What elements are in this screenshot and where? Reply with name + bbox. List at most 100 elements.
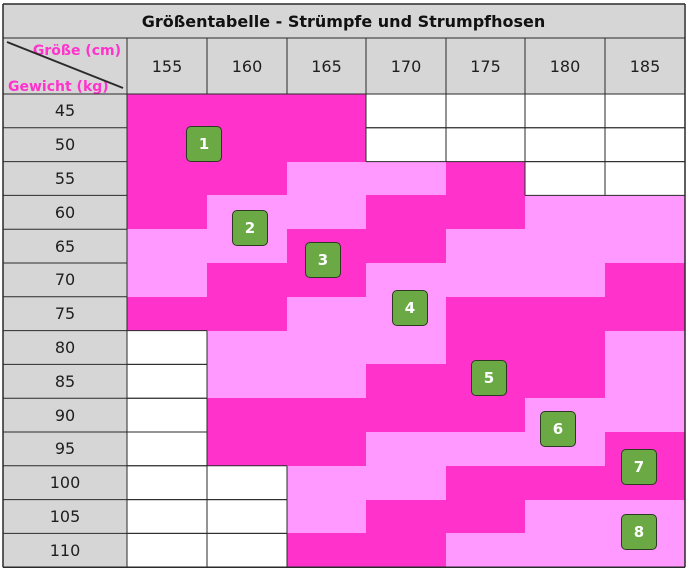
size-badge-7: 7	[621, 449, 657, 485]
size-cell-75-175	[446, 296, 525, 332]
size-cell-80-165	[287, 330, 366, 365]
size-cell-70-180	[525, 263, 605, 298]
size-cell-60-155	[127, 195, 207, 230]
size-cell-55-175	[446, 161, 525, 196]
weight-header-60: 60	[3, 195, 127, 230]
size-badge-3: 3	[305, 242, 341, 278]
size-cell-75-185	[605, 296, 685, 332]
size-cell-95-160	[207, 432, 287, 467]
size-cell-100-175	[446, 465, 525, 501]
height-header-175: 175	[446, 38, 525, 94]
size-cell-65-155	[127, 229, 207, 264]
height-header-165: 165	[287, 38, 366, 94]
weight-header-90: 90	[3, 398, 127, 432]
size-cell-105-155	[127, 499, 207, 534]
size-cell-60-180	[525, 195, 605, 230]
size-cell-60-165	[287, 195, 366, 230]
size-badge-4: 4	[392, 290, 428, 326]
height-header-155: 155	[127, 38, 207, 94]
size-cell-85-185	[605, 364, 685, 399]
size-cell-95-165	[287, 432, 366, 467]
size-cell-105-165	[287, 499, 366, 534]
size-cell-80-185	[605, 330, 685, 365]
size-cell-55-160	[207, 161, 287, 196]
size-cell-65-180	[525, 229, 605, 264]
size-cell-80-180	[525, 330, 605, 365]
height-header-170: 170	[366, 38, 446, 94]
weight-header-100: 100	[3, 465, 127, 500]
size-cell-70-175	[446, 263, 525, 298]
weight-header-65: 65	[3, 229, 127, 263]
size-cell-55-170	[366, 161, 446, 196]
size-cell-45-160	[207, 94, 287, 129]
size-cell-70-155	[127, 263, 207, 298]
size-cell-90-165	[287, 398, 366, 433]
size-cell-80-160	[207, 330, 287, 365]
size-cell-45-165	[287, 94, 366, 129]
size-cell-50-165	[287, 127, 366, 163]
size-cell-70-160	[207, 263, 287, 298]
size-cell-85-170	[366, 364, 446, 399]
size-cell-75-160	[207, 296, 287, 332]
height-header-180: 180	[525, 38, 605, 94]
size-cell-85-165	[287, 364, 366, 399]
size-cell-45-185	[605, 94, 685, 129]
size-cell-55-155	[127, 161, 207, 196]
size-cell-50-175	[446, 127, 525, 163]
size-cell-75-180	[525, 296, 605, 332]
weight-header-85: 85	[3, 364, 127, 399]
size-cell-110-155	[127, 533, 207, 568]
weight-header-70: 70	[3, 263, 127, 297]
size-cell-85-160	[207, 364, 287, 399]
size-cell-50-185	[605, 127, 685, 163]
size-badge-6: 6	[540, 411, 576, 447]
size-cell-45-155	[127, 94, 207, 129]
weight-axis-label: Gewicht (kg)	[8, 79, 109, 95]
weight-header-110: 110	[3, 533, 127, 568]
size-cell-80-175	[446, 330, 525, 365]
size-cell-95-170	[366, 432, 446, 467]
size-badge-2: 2	[232, 210, 268, 246]
size-cell-100-170	[366, 465, 446, 501]
size-cell-105-175	[446, 499, 525, 534]
size-cell-110-160	[207, 533, 287, 568]
size-cell-80-155	[127, 330, 207, 365]
size-cell-90-160	[207, 398, 287, 433]
size-cell-50-170	[366, 127, 446, 163]
weight-header-95: 95	[3, 432, 127, 466]
size-cell-75-155	[127, 296, 207, 332]
height-header-160: 160	[207, 38, 287, 94]
weight-header-50: 50	[3, 127, 127, 162]
size-cell-95-175	[446, 432, 525, 467]
size-cell-60-185	[605, 195, 685, 230]
size-cell-65-170	[366, 229, 446, 264]
size-cell-45-170	[366, 94, 446, 129]
size-cell-105-180	[525, 499, 605, 534]
size-cell-110-170	[366, 533, 446, 568]
size-cell-100-160	[207, 465, 287, 501]
size-cell-65-185	[605, 229, 685, 264]
size-badge-1: 1	[186, 126, 222, 162]
size-cell-60-175	[446, 195, 525, 230]
size-cell-80-170	[366, 330, 446, 365]
size-cell-110-175	[446, 533, 525, 568]
size-cell-110-165	[287, 533, 366, 568]
size-cell-90-185	[605, 398, 685, 433]
size-cell-100-165	[287, 465, 366, 501]
size-cell-50-180	[525, 127, 605, 163]
size-badge-5: 5	[471, 360, 507, 396]
height-header-185: 185	[605, 38, 685, 94]
weight-header-80: 80	[3, 330, 127, 365]
size-cell-45-175	[446, 94, 525, 129]
size-cell-100-180	[525, 465, 605, 501]
size-cell-105-160	[207, 499, 287, 534]
size-cell-55-180	[525, 161, 605, 196]
size-cell-75-165	[287, 296, 366, 332]
size-axis-label: Größe (cm)	[32, 43, 121, 59]
size-cell-55-185	[605, 161, 685, 196]
size-cell-45-180	[525, 94, 605, 129]
corner-header: Größe (cm) Gewicht (kg)	[3, 38, 127, 95]
size-cell-105-170	[366, 499, 446, 534]
weight-header-55: 55	[3, 161, 127, 196]
